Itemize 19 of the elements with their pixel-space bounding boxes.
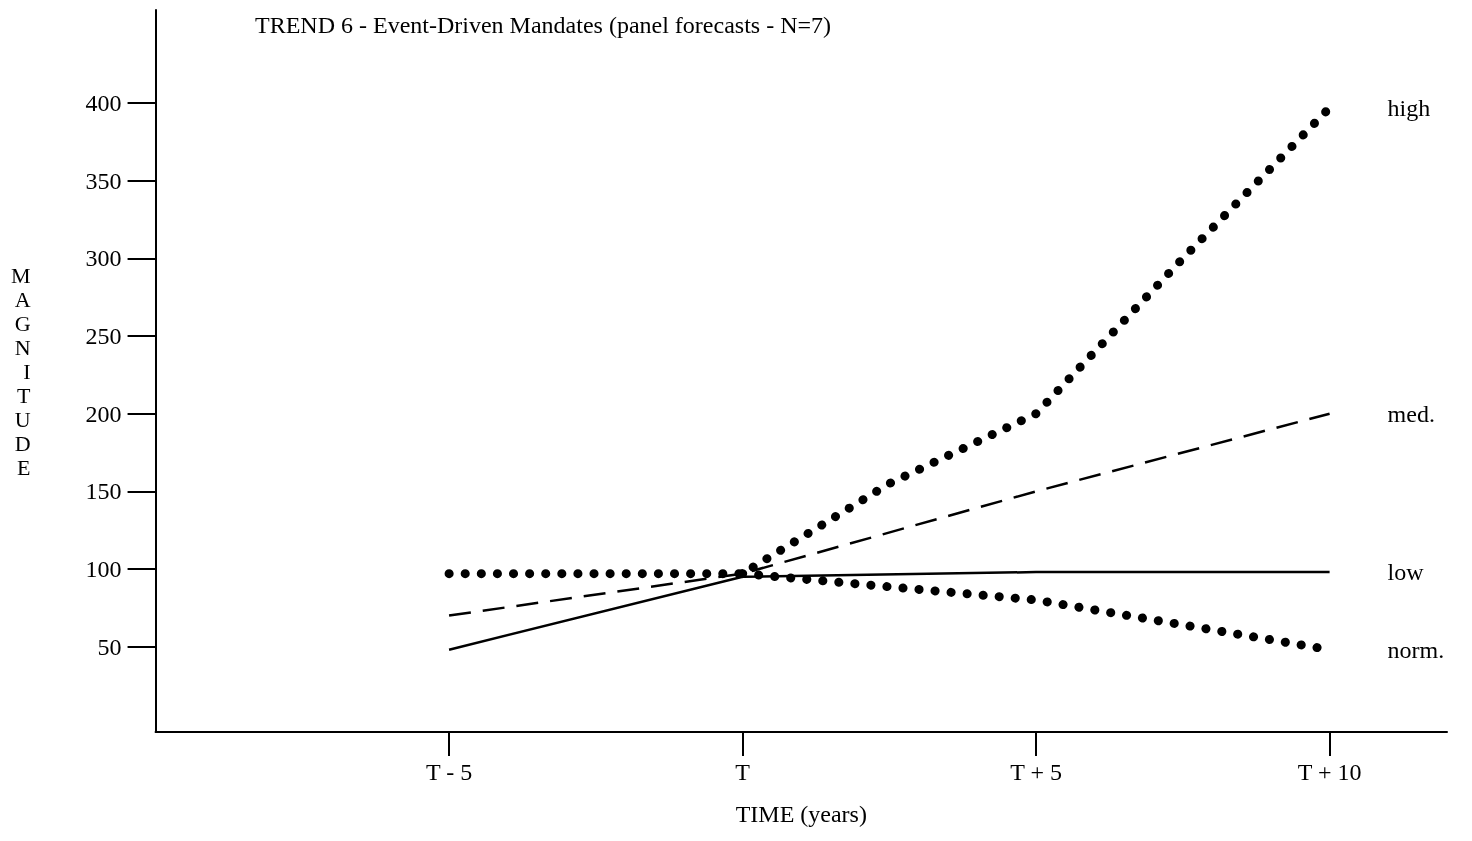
y-tick-label: 400	[85, 90, 122, 117]
y-tick-label: 200	[85, 400, 122, 427]
chart-title: TREND 6 - Event-Driven Mandates (panel forecasts - N=7)	[255, 12, 832, 38]
text: high	[1387, 94, 1431, 121]
y-tick-label: 100	[85, 555, 122, 582]
y-tick-label: 150	[85, 478, 122, 505]
y-tick-label: 50	[97, 633, 122, 660]
x-axis-title: TIME (years)	[735, 801, 867, 827]
x-tick-label: T + 5	[1010, 759, 1062, 785]
y-tick-label: 250	[85, 323, 122, 350]
text: MAGNITUDE	[11, 262, 31, 480]
y-tick-label: 300	[85, 245, 122, 272]
x-tick-label: T + 10	[1297, 759, 1362, 785]
y-tick-label: 350	[85, 167, 122, 194]
text: norm.	[1387, 636, 1445, 663]
text: low	[1387, 559, 1425, 586]
x-tick-label: T - 5	[425, 759, 473, 785]
text: med.	[1387, 400, 1435, 427]
x-tick-label: T	[735, 759, 751, 785]
